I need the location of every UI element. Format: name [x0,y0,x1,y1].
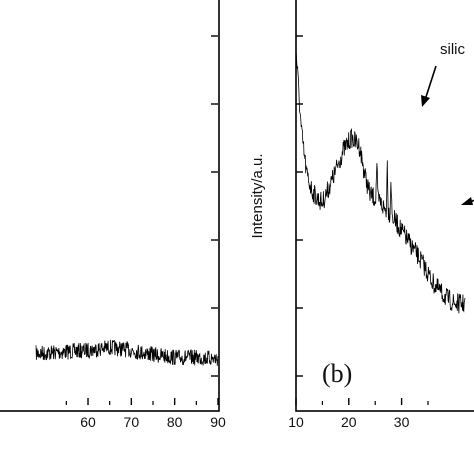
panel-b-x-tick-label: 20 [341,414,357,430]
panel-a-x-tick-label: 60 [80,414,96,430]
panel-b-y-axis-title: Intensity/a.u. [249,153,266,238]
panel-a-x-tick-label: 90 [210,414,226,430]
panel-a-plot-frame [0,0,220,412]
second-annotation-arrowhead [461,197,473,205]
panel-b-tick-labels: 10 20 30 [288,414,409,430]
panel-b-label: (b) [322,359,352,388]
panel-a-tick-marks [65,35,219,405]
panel-a-tick-labels: 60 70 80 90 [80,414,226,430]
panel-b-x-tick-label: 30 [394,414,410,430]
panel-a-x-tick-label: 80 [167,414,183,430]
panel-a: 60 70 80 90 [0,0,226,430]
panel-a-series-line [35,339,219,366]
panel-b-series-line [295,50,466,314]
panel-b-plot-frame [295,0,474,412]
panel-b-x-tick-label: 10 [288,414,304,430]
panel-b: Intensity/a.u. 10 20 30 silic (b) [249,0,474,430]
silicon-annotation-label: silic [440,41,465,58]
panel-a-x-tick-label: 70 [124,414,140,430]
silicon-annotation-arrowhead [421,95,430,107]
silicon-annotation-arrow [424,65,437,101]
panel-b-tick-marks [295,35,429,405]
